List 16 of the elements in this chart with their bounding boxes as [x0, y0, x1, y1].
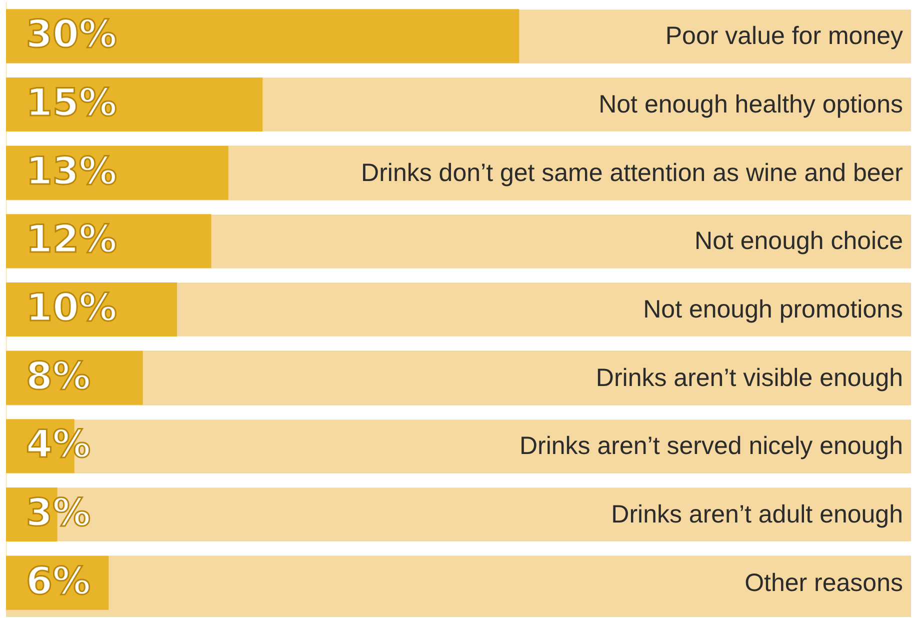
y-tick-label: Drinks aren’t adult enough [611, 500, 903, 528]
y-tick-label: Not enough promotions [643, 296, 903, 324]
data-label: 10% [26, 286, 117, 330]
data-label: 13% [26, 148, 117, 193]
y-tick-label: Poor value for money [665, 22, 904, 50]
data-label: 8% [26, 354, 91, 398]
data-label: 15% [26, 80, 117, 124]
y-tick-label: Other reasons [744, 568, 903, 597]
y-tick-label: Drinks aren’t visible enough [596, 364, 903, 392]
y-tick-label: Drinks don’t get same attention as wine and beer [361, 158, 903, 187]
data-label: 12% [26, 217, 117, 262]
data-label: 30% [26, 12, 117, 56]
y-tick-label: Not enough choice [694, 227, 903, 256]
y-tick-label: Not enough healthy options [598, 90, 903, 118]
data-label: 6% [26, 558, 91, 603]
y-tick-label: Drinks aren’t served nicely enough [519, 432, 903, 460]
